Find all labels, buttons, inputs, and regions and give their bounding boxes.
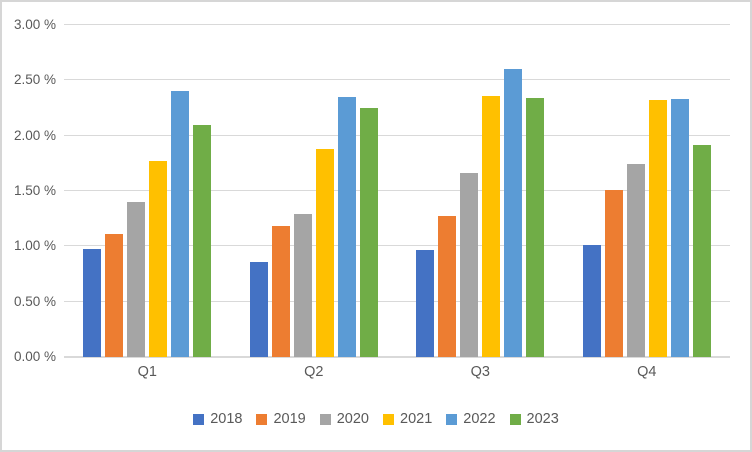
- bar-2019-Q4: [604, 189, 623, 357]
- plot-area: [64, 24, 730, 358]
- y-tick-label: 3.00 %: [13, 17, 56, 32]
- y-tick-label: 0.00 %: [13, 349, 56, 364]
- gridline: [64, 24, 730, 25]
- y-tick-label: 2.00 %: [13, 127, 56, 143]
- bar-2020-Q1: [127, 202, 146, 357]
- bar-2018-Q4: [582, 245, 601, 357]
- bar-2020-Q2: [293, 214, 312, 357]
- legend-item-2023: 2023: [509, 409, 559, 429]
- gridline: [64, 134, 730, 136]
- bar-2023-Q1: [193, 124, 212, 357]
- y-tick-label: 0.50 %: [13, 293, 56, 309]
- x-tick-label-q2: Q2: [304, 364, 324, 380]
- bar-2022-Q2: [337, 96, 356, 357]
- bar-2023-Q4: [692, 144, 711, 357]
- legend: 2018 2019 2020 2021 2022 2023: [2, 408, 750, 430]
- legend-label: 2020: [336, 411, 369, 427]
- bar-2021-Q4: [648, 100, 667, 357]
- legend-label: 2019: [273, 411, 306, 427]
- gridline: [64, 79, 730, 81]
- legend-marker-2021: [383, 413, 394, 425]
- legend-item-2022: 2022: [446, 409, 496, 429]
- bar-2019-Q3: [438, 216, 457, 357]
- x-tick-label-q3: Q3: [470, 364, 490, 380]
- x-tick-label-q1: Q1: [137, 364, 157, 380]
- x-axis-line: [64, 356, 730, 358]
- bar-2022-Q1: [171, 91, 190, 357]
- legend-marker-2018: [193, 413, 205, 425]
- bar-2023-Q2: [359, 108, 378, 357]
- legend-item-2018: 2018: [193, 409, 242, 429]
- bar-2018-Q1: [83, 248, 102, 357]
- y-tick-label: 2.50 %: [13, 72, 56, 88]
- bar-2022-Q3: [504, 69, 523, 357]
- legend-item-2019: 2019: [256, 409, 306, 429]
- legend-label: 2021: [400, 411, 433, 427]
- bar-2018-Q2: [249, 261, 268, 357]
- legend-marker-2020: [319, 413, 331, 425]
- legend-marker-2019: [256, 413, 268, 425]
- bar-2019-Q2: [271, 226, 290, 357]
- legend-marker-2023: [509, 413, 521, 425]
- legend-item-2021: 2021: [383, 409, 432, 429]
- legend-marker-2022: [446, 413, 458, 425]
- bar-2019-Q1: [105, 234, 124, 357]
- y-tick-label: 1.50 %: [13, 183, 56, 198]
- x-tick-label-q4: Q4: [637, 364, 657, 380]
- bar-2018-Q3: [416, 249, 435, 357]
- gridline: [64, 190, 730, 191]
- bar-2020-Q4: [626, 164, 645, 357]
- bar-2021-Q1: [149, 161, 168, 357]
- gridline: [64, 300, 730, 302]
- legend-label: 2023: [526, 411, 559, 427]
- legend-label: 2022: [463, 411, 496, 427]
- gridline: [64, 245, 730, 247]
- bar-2022-Q4: [670, 99, 689, 357]
- legend-label: 2018: [210, 411, 243, 427]
- bar-2020-Q3: [460, 173, 479, 357]
- bar-2023-Q3: [526, 98, 545, 357]
- legend-item-2020: 2020: [319, 409, 369, 429]
- bar-2021-Q2: [315, 148, 334, 357]
- bar-2021-Q3: [482, 95, 501, 357]
- y-tick-label: 1.00 %: [13, 238, 56, 254]
